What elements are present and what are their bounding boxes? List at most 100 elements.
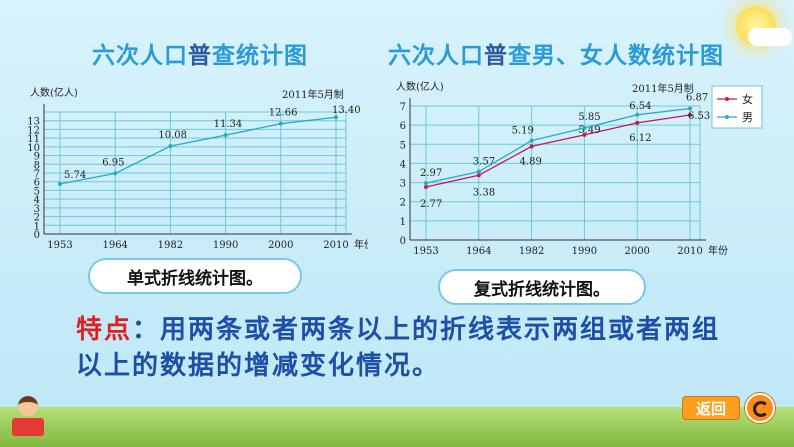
double-line-chart: 0 1 2 3 4 5 6 7 1953 1964 1982 1990 2000 2010 年份 人数(亿人)… (396, 80, 763, 257)
c0-y-tick-label: 13 (28, 117, 40, 128)
c0-y-tick-label: 8 (34, 160, 40, 171)
cloud-icon (748, 28, 792, 46)
sky-background (0, 0, 794, 407)
c1-data-label: 6.53 (688, 111, 710, 122)
c1-y-axis-label: 人数(亿人) (396, 80, 444, 93)
c1-y-tick-label: 7 (400, 102, 406, 113)
c1-data-point (424, 184, 428, 189)
feature-text: ：用两条或者两条以上的折线表示两组或者两组以上的数据的增减变化情况。 (76, 315, 721, 381)
c0-y-tick-label: 6 (34, 178, 40, 189)
c0-y-tick-label: 5 (34, 186, 40, 197)
c0-y-tick-label: 4 (34, 195, 40, 206)
reading-kid-icon (8, 396, 48, 442)
c1-data-label: 5.19 (512, 126, 534, 137)
c0-x-tick-label: 2000 (268, 240, 293, 251)
c0-data-label: 12.66 (269, 108, 298, 119)
c0-x-tick-label: 1953 (47, 240, 72, 251)
c1-source-note: 2011年5月制 (632, 82, 694, 95)
c0-series-line-0 (59, 116, 337, 185)
c0-data-label: 6.95 (102, 157, 124, 168)
c0-y-tick-label: 0 (34, 230, 40, 241)
c0-source-note: 2011年5月制 (282, 88, 344, 101)
c1-x-tick-label: 1982 (519, 246, 544, 257)
c1-x-tick-label: 2000 (624, 246, 649, 257)
c1-x-tick-label: 1964 (466, 246, 491, 257)
c0-data-point (334, 115, 338, 120)
feature-description: 特点：用两条或者两条以上的折线表示两组或者两组以上的数据的增减变化情况。 (76, 312, 736, 384)
c0-y-tick-label: 3 (34, 204, 40, 215)
c0-data-label: 5.74 (64, 170, 86, 181)
c1-data-label: 3.38 (473, 187, 495, 198)
c0-data-label: 11.34 (214, 119, 243, 130)
c1-data-point (688, 106, 692, 111)
c0-y-tick-label: 1 (34, 221, 40, 232)
c0-data-point (223, 133, 228, 138)
c0-data-point (58, 181, 62, 186)
c1-series-line-1 (425, 107, 691, 184)
c1-y-tick-label: 4 (400, 159, 406, 170)
c0-x-tick-label: 2010 (323, 240, 348, 251)
c1-y-tick-label: 6 (400, 121, 406, 132)
single-line-caption: 单式折线统计图。 (88, 258, 302, 294)
chart-title-right: 六次人口普查男、女人数统计图 (388, 43, 724, 69)
c1-y-tick-label: 2 (400, 198, 406, 209)
c1-data-point (582, 132, 587, 137)
c1-data-point (635, 112, 640, 117)
c1-legend-marker (725, 115, 729, 119)
c1-data-label: 5.85 (578, 112, 600, 123)
return-circle-icon[interactable] (745, 393, 775, 423)
c0-x-axis-label: 年份 (354, 238, 368, 251)
c1-legend-marker (725, 97, 729, 101)
c1-data-point (635, 120, 640, 125)
c1-data-point (476, 169, 481, 174)
c0-data-label: 13.40 (332, 105, 361, 116)
c1-y-tick-label: 5 (400, 140, 406, 151)
return-button[interactable]: 返回 (682, 396, 740, 420)
c1-data-point (529, 138, 534, 143)
c1-legend-label: 男 (742, 111, 753, 124)
c1-data-label: 5.49 (578, 125, 600, 136)
c0-y-tick-label: 7 (34, 169, 40, 180)
c1-x-tick-label: 1953 (413, 246, 438, 257)
c1-y-tick-label: 3 (400, 179, 406, 190)
c0-y-tick-label: 9 (34, 152, 40, 163)
c0-x-tick-label: 1964 (102, 240, 127, 251)
grass-background (0, 407, 794, 447)
c0-data-label: 10.08 (158, 130, 187, 141)
c1-data-label: 3.57 (473, 157, 495, 168)
c1-legend-label: 女 (742, 92, 753, 106)
c1-data-point (688, 112, 692, 117)
c0-data-point (113, 171, 118, 176)
c1-data-label: 2.97 (420, 168, 442, 179)
c0-y-tick-label: 2 (34, 213, 40, 224)
c0-y-tick-label: 11 (28, 134, 40, 145)
c1-plot-frame (409, 105, 701, 241)
c1-series-line-0 (425, 114, 691, 188)
feature-label: 特点 (76, 315, 133, 345)
c1-legend-box (711, 85, 763, 129)
c0-x-tick-label: 1990 (213, 240, 238, 251)
c1-x-tick-label: 2010 (677, 246, 702, 257)
c1-data-label: 6.87 (686, 92, 708, 103)
chart-title-left: 六次人口普查统计图 (92, 43, 308, 69)
c0-y-axis-label: 人数(亿人) (30, 86, 78, 99)
c1-data-label: 4.89 (520, 156, 542, 167)
c1-data-point (424, 181, 428, 186)
c1-data-point (582, 126, 587, 131)
c1-data-point (476, 173, 481, 178)
c1-y-tick-label: 1 (400, 217, 406, 228)
c1-x-axis-label: 年份 (708, 244, 728, 257)
c0-data-point (278, 121, 283, 126)
c0-data-point (168, 144, 173, 149)
c1-x-tick-label: 1990 (572, 246, 597, 257)
c1-data-label: 6.54 (629, 101, 651, 112)
c0-x-tick-label: 1982 (158, 240, 183, 251)
double-line-caption: 复式折线统计图。 (438, 269, 646, 305)
c0-y-tick-label: 10 (28, 143, 40, 154)
c1-data-point (529, 144, 534, 149)
c1-y-tick-label: 0 (400, 236, 406, 247)
c1-data-label: 6.12 (629, 133, 651, 144)
c1-data-label: 2.77 (420, 199, 442, 210)
c0-y-tick-label: 12 (28, 125, 40, 136)
